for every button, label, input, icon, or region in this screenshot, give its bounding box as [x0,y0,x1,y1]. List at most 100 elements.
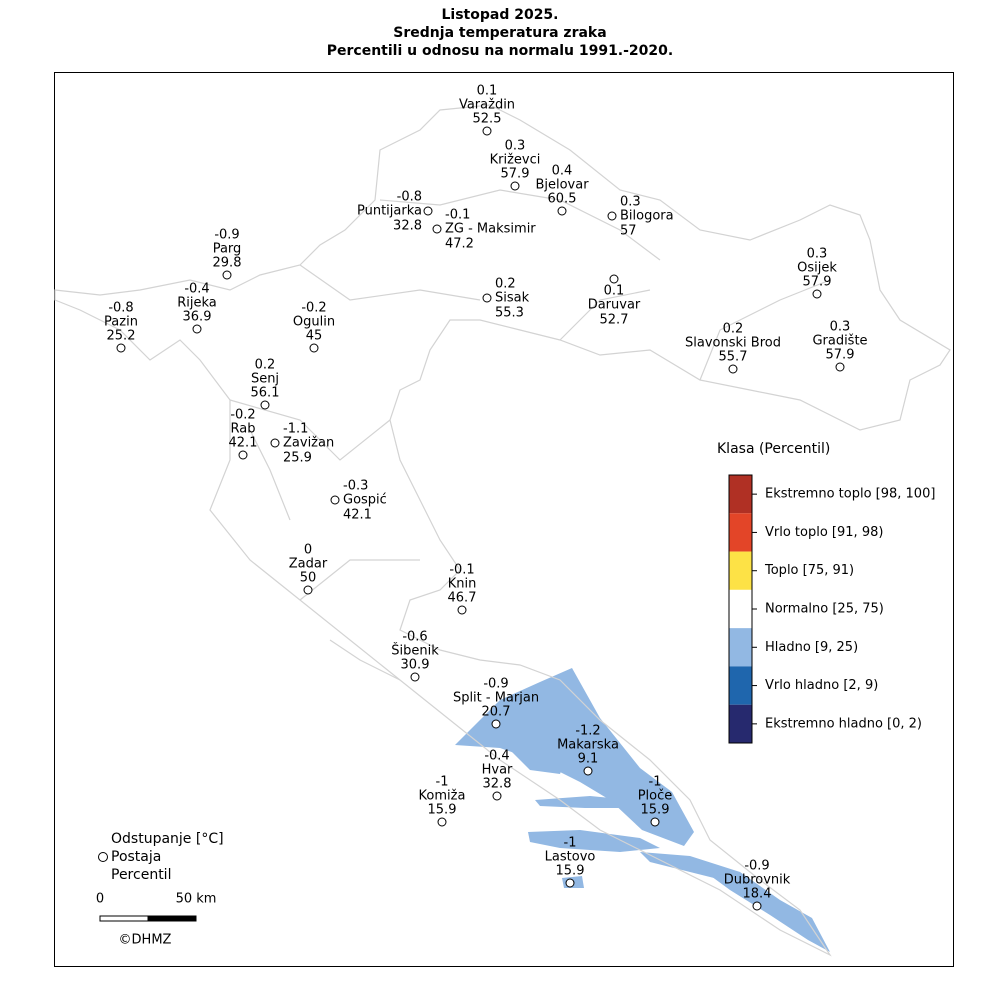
station-deviation: -0.9 [214,228,239,243]
legend-swatch [729,551,752,590]
station-deviation: 0.4 [552,164,573,179]
station-name: Bjelovar [535,178,589,193]
station-marker [116,343,126,353]
station-deviation: 0.3 [505,139,526,154]
legend-label: Vrlo toplo [91, 98) [765,525,883,540]
station-percentile: 56.1 [251,386,280,401]
station-deviation: 0.2 [495,277,516,292]
legend-label: Normalno [25, 75) [765,602,884,617]
station-deviation: 0.3 [807,247,828,262]
legend-label: Toplo [75, 91) [764,563,854,578]
legend-label: Ekstremno toplo [98, 100] [765,487,935,502]
title-line: Percentili u odnosu na normalu 1991.-202… [327,43,673,59]
scale-bar [99,915,149,922]
station-name: Dubrovnik [724,873,791,888]
station-deviation: -1 [564,836,577,851]
legend-title: Klasa (Percentil) [717,441,830,457]
station-name: Senj [251,372,279,387]
station-deviation: -0.1 [445,208,470,223]
station-name: Križevci [490,153,541,168]
station-marker [303,585,313,595]
station-percentile: 57 [620,224,637,239]
station-name: Komiža [419,789,466,804]
station-name: Puntijarka [357,204,422,219]
station-percentile: 15.9 [556,864,585,879]
station-percentile: 57.9 [803,275,832,290]
station-name: Slavonski Brod [685,336,781,351]
border-outline [54,104,951,957]
station-marker [557,206,567,216]
station-percentile: 42.1 [229,436,258,451]
station-name: Makarska [557,738,619,753]
station-name: Gospić [343,493,387,508]
legend-label: Hladno [9, 25) [765,640,858,655]
station-marker [752,901,762,911]
station-name: Šibenik [391,643,439,659]
station-percentile: 57.9 [501,167,530,182]
station-deviation: 0.3 [830,320,851,335]
station-marker [437,817,447,827]
station-percentile: 57.9 [826,348,855,363]
station-name: Rab [231,422,256,437]
legend-swatch [729,704,752,743]
station-marker [491,719,501,729]
station-marker [728,364,738,374]
station-percentile: 29.8 [213,256,242,271]
station-marker [565,878,575,888]
station-percentile: 52.7 [600,313,629,328]
station-deviation: -0.8 [108,301,133,316]
station-marker [510,181,520,191]
station-deviation: -0.8 [397,190,422,205]
station-percentile: 60.5 [548,192,577,207]
station-percentile: 55.7 [719,350,748,365]
key-percentile: Percentil [111,867,171,883]
station-deviation: -1 [649,775,662,790]
station-marker [609,274,619,284]
station-name: Split - Marjan [453,691,539,706]
station-percentile: 30.9 [401,658,430,673]
station-percentile: 36.9 [183,310,212,325]
station-deviation: -0.9 [483,677,508,692]
station-percentile: 20.7 [482,705,511,720]
station-deviation: 0.1 [604,284,625,299]
station-deviation: -0.4 [484,749,509,764]
station-name: Daruvar [588,298,641,313]
station-percentile: 15.9 [428,803,457,818]
station-percentile: 9.1 [578,752,599,767]
station-marker [650,817,660,827]
station-marker [432,224,442,234]
station-percentile: 32.8 [483,777,512,792]
station-percentile: 46.7 [448,591,477,606]
legend-swatch [729,628,752,667]
station-name: Lastovo [545,850,596,865]
station-marker [270,438,280,448]
station-name: Ploče [638,789,673,804]
station-marker [410,672,420,682]
station-deviation: 0.3 [620,195,641,210]
scale-bar [147,915,197,922]
station-name: Rijeka [177,296,217,311]
station-percentile: 45 [306,329,323,344]
map-frame [54,72,954,967]
station-name: Hvar [482,763,513,778]
scale-end: 50 km [176,892,217,907]
station-marker [423,206,433,216]
station-marker [238,450,248,460]
